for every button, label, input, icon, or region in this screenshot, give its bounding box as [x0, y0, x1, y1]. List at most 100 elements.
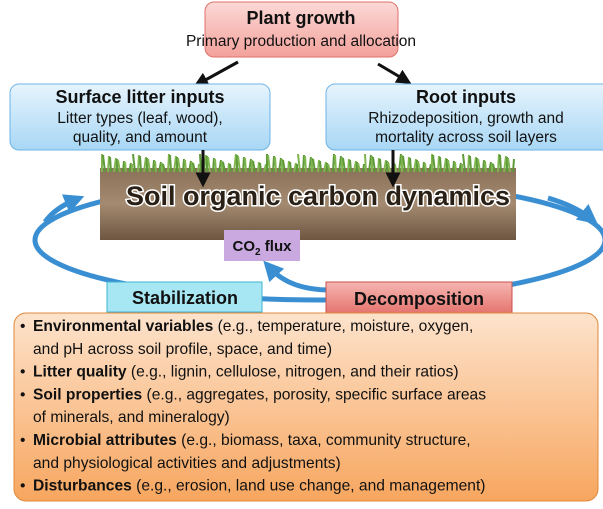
grass-blade — [229, 163, 232, 173]
grass-blade — [222, 161, 226, 173]
grass-blade — [199, 153, 202, 173]
co2-flux-label: CO2 flux — [233, 238, 293, 258]
grass-blade — [237, 155, 241, 173]
grass-blade — [302, 154, 305, 173]
grass-blade — [162, 163, 166, 173]
grass-blade — [282, 159, 286, 173]
grass-blade — [259, 162, 262, 173]
grass-blade — [173, 155, 177, 173]
grass-blade — [308, 156, 312, 173]
factor-text: (e.g., erosion, land use change, and man… — [132, 478, 486, 495]
grass-blade — [289, 161, 292, 173]
stabilization-box — [106, 281, 263, 313]
grass-blade — [349, 159, 352, 173]
factor-term: Disturbances — [33, 478, 132, 495]
grass-blade — [394, 163, 397, 173]
grass-blade — [377, 157, 380, 173]
grass-blade — [484, 160, 487, 173]
grass-blade — [422, 161, 425, 173]
factor-line: • Microbial attributes (e.g., biomass, ta… — [20, 432, 471, 449]
grass-blade — [132, 153, 136, 173]
grass-blade — [347, 158, 350, 173]
factor-term: Environmental variables — [33, 318, 214, 335]
factor-line: • Litter quality (e.g., lignin, cellulose… — [20, 364, 459, 381]
factor-line: • Soil properties (e.g., aggregates, poro… — [20, 386, 486, 403]
grass-blade — [143, 156, 147, 173]
grass-blade — [387, 161, 391, 173]
grass-blade — [497, 153, 500, 173]
grass-blade — [467, 154, 470, 173]
grass-blade — [362, 163, 365, 173]
surface-litter-title: Surface litter inputs — [55, 87, 224, 107]
grass-blade — [109, 156, 112, 173]
soil-band — [100, 153, 516, 240]
grass-blade — [207, 156, 211, 173]
grass-blade — [443, 157, 447, 173]
grass-blade — [177, 157, 181, 173]
grass-blade — [512, 158, 515, 173]
plant-growth-box — [204, 1, 399, 58]
grass-blade — [469, 155, 472, 173]
factor-term: Soil properties — [33, 386, 143, 403]
grass-blade — [158, 161, 162, 173]
grass-blade — [437, 155, 440, 173]
co2-subscript: 2 — [255, 247, 261, 258]
grass-blade — [439, 156, 442, 173]
co2-suffix: flux — [261, 238, 292, 255]
grass-blade — [409, 157, 412, 173]
grass-blade — [263, 163, 267, 173]
grass-blade — [499, 154, 502, 173]
surface-litter-box — [9, 83, 271, 151]
factors-box — [13, 312, 599, 502]
grass-blade — [317, 159, 320, 173]
grass-blade — [312, 158, 316, 173]
grass-blade — [227, 162, 230, 173]
grass-blade — [462, 153, 466, 173]
grass-blade — [304, 155, 307, 173]
root-inputs-text: mortality across soil layers — [375, 129, 557, 146]
grass-blade — [417, 160, 421, 173]
grass-blade — [139, 155, 142, 173]
grass-blade — [244, 157, 247, 173]
grass-blade — [212, 157, 215, 173]
bullet: • — [20, 432, 25, 449]
co2-flux-box — [224, 230, 300, 261]
plant-growth-subtitle: Primary production and allocation — [186, 33, 416, 50]
flux-arrow — [263, 260, 331, 293]
factor-text: (e.g., aggregates, porosity, specific su… — [142, 386, 486, 403]
grass-blade — [398, 153, 402, 173]
bullet: • — [20, 318, 25, 335]
grass-blade — [154, 160, 157, 173]
grass-blade — [503, 155, 507, 173]
factor-line: of minerals, and mineralogy) — [33, 409, 230, 426]
root-inputs-box — [325, 83, 603, 151]
grass-blade — [338, 155, 342, 173]
grass-blade — [188, 160, 192, 173]
grass-blade — [152, 159, 155, 173]
grass-blade — [447, 159, 451, 173]
grass-blade — [124, 161, 127, 173]
grass-blade — [128, 162, 132, 173]
grass-blade — [252, 160, 256, 173]
decomposition-box — [325, 281, 513, 315]
grass-blade — [233, 153, 237, 173]
factor-line: • Disturbances (e.g., erosion, land use c… — [20, 478, 485, 495]
grass-blade — [477, 158, 481, 173]
factor-text: of minerals, and mineralogy) — [33, 409, 230, 426]
bullet: • — [20, 386, 25, 403]
grass-blade — [353, 160, 357, 173]
stabilization-label: Stabilization — [132, 288, 238, 308]
soil-title: Soil organic carbon dynamics — [126, 181, 510, 211]
grass-blade — [113, 157, 117, 173]
factor-text: and physiological activities and adjustm… — [33, 455, 341, 472]
grass-blade — [147, 158, 151, 173]
grass-blade — [383, 159, 387, 173]
grass-blade — [428, 163, 432, 173]
grass-blade — [272, 155, 275, 173]
grass-blade — [184, 159, 187, 173]
surface-litter-text: quality, and amount — [73, 129, 208, 146]
grass-blade — [452, 160, 455, 173]
arrow — [193, 60, 239, 87]
grass-blade — [218, 159, 222, 173]
grass-blade — [297, 153, 301, 173]
